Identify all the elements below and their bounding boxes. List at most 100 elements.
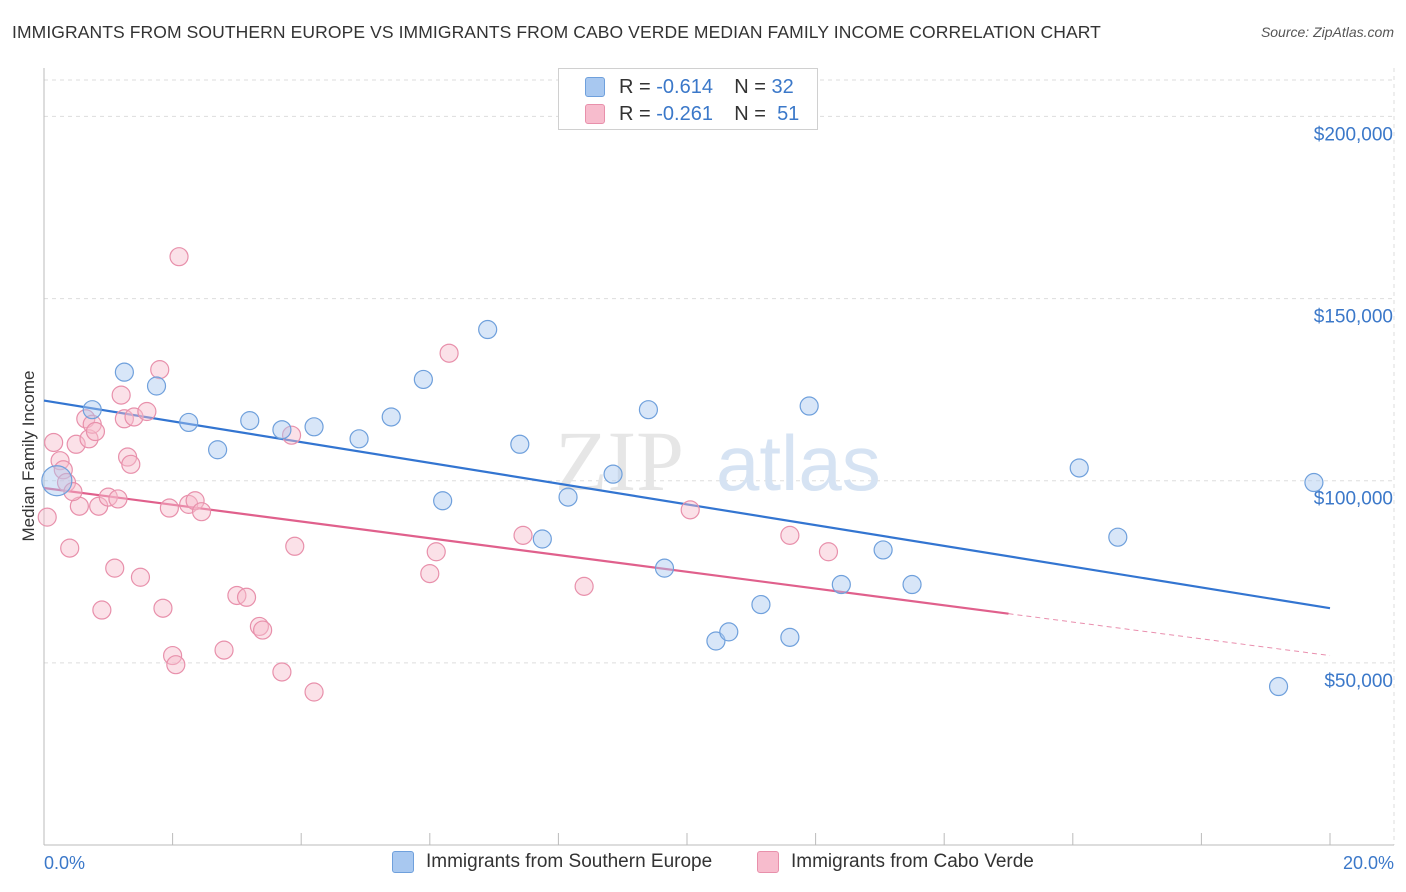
point-cabo-verde — [426, 542, 446, 562]
point-southern-europe — [433, 491, 453, 511]
point-cabo-verde — [236, 587, 257, 607]
bottom-legend-label-southern-europe: Immigrants from Southern Europe — [426, 851, 713, 872]
point-cabo-verde — [227, 585, 247, 606]
point-cabo-verde — [513, 525, 533, 545]
point-cabo-verde — [272, 662, 292, 682]
point-cabo-verde — [130, 567, 151, 587]
point-southern-europe — [114, 362, 134, 382]
trend-lines — [43, 399, 1331, 657]
legend-r-label: R = — [619, 75, 651, 98]
legend-row-cabo-verde: R = -0.261 N = 51 — [585, 100, 799, 128]
legend-r-value: -0.261 — [656, 102, 713, 125]
point-southern-europe — [831, 574, 851, 595]
point-southern-europe — [208, 440, 228, 460]
x-tick-label-max: 20.0% — [1343, 853, 1394, 873]
point-southern-europe — [902, 574, 922, 595]
point-southern-europe — [41, 465, 73, 497]
point-cabo-verde — [304, 682, 324, 702]
point-cabo-verde — [780, 525, 800, 545]
legend-n-label: N = — [734, 75, 766, 98]
point-cabo-verde — [60, 538, 80, 558]
y-axis-label: Median Family Income — [19, 370, 38, 541]
point-southern-europe — [146, 376, 167, 396]
trend-line-cabo-verde-dashed — [1008, 613, 1331, 657]
y-tick-labels: $50,000 $100,000 $150,000 $200,000 — [1314, 124, 1393, 691]
bottom-legend-southern-europe: Immigrants from Southern Europe — [392, 851, 712, 873]
source-label: Source: ZipAtlas.com — [1260, 24, 1394, 40]
point-cabo-verde — [185, 491, 205, 511]
point-southern-europe — [873, 540, 893, 560]
point-cabo-verde — [105, 558, 125, 578]
x-tick-labels: 0.0% 20.0% — [44, 853, 1394, 873]
point-southern-europe — [240, 411, 260, 431]
point-cabo-verde — [79, 429, 99, 449]
point-cabo-verde — [420, 564, 440, 584]
legend-n-value: 32 — [771, 75, 794, 98]
point-cabo-verde — [574, 576, 594, 596]
point-southern-europe — [780, 627, 800, 647]
legend-row-southern-europe: R = -0.614 N = 32 — [585, 73, 794, 101]
point-southern-europe — [478, 319, 498, 340]
point-southern-europe — [751, 594, 771, 615]
point-southern-europe — [1268, 676, 1289, 697]
bottom-legend-swatch-southern-europe — [392, 851, 414, 873]
point-cabo-verde — [159, 498, 179, 518]
bottom-legend-cabo-verde: Immigrants from Cabo Verde — [757, 851, 1034, 873]
point-southern-europe — [304, 417, 324, 437]
point-southern-europe — [532, 529, 552, 549]
point-cabo-verde — [150, 360, 170, 380]
point-southern-europe — [413, 369, 433, 390]
point-cabo-verde — [191, 502, 212, 522]
point-southern-europe — [272, 420, 292, 440]
axes — [43, 68, 1394, 846]
point-cabo-verde — [153, 598, 173, 618]
chart-title: IMMIGRANTS FROM SOUTHERN EUROPE VS IMMIG… — [12, 22, 1101, 42]
point-cabo-verde — [92, 600, 112, 620]
point-cabo-verde — [169, 247, 189, 267]
watermark-atlas: atlas — [716, 419, 881, 507]
point-southern-europe — [654, 558, 675, 578]
point-cabo-verde — [285, 536, 305, 556]
x-tick-label-min: 0.0% — [44, 853, 85, 873]
bottom-legend-label-cabo-verde: Immigrants from Cabo Verde — [791, 851, 1034, 872]
watermark: ZIP atlas — [555, 413, 881, 509]
legend-box: R = -0.614 N = 32 R = -0.261 N = 51 — [558, 68, 818, 130]
legend-swatch-southern-europe — [585, 77, 605, 97]
point-southern-europe — [381, 407, 401, 427]
point-cabo-verde — [818, 542, 839, 562]
point-southern-europe — [719, 622, 739, 642]
y-tick-label: $150,000 — [1314, 307, 1393, 328]
point-cabo-verde — [439, 343, 459, 363]
point-southern-europe — [1304, 472, 1324, 493]
point-cabo-verde — [37, 507, 57, 527]
point-southern-europe — [603, 464, 623, 484]
point-cabo-verde — [121, 454, 141, 474]
y-axis-label-group: Median Family Income — [19, 370, 38, 541]
trend-line-cabo-verde — [43, 486, 1009, 615]
legend-n-label: N = — [734, 102, 766, 125]
point-cabo-verde — [44, 432, 64, 453]
point-cabo-verde — [98, 487, 118, 507]
legend-r-label: R = — [619, 102, 651, 125]
point-southern-europe — [1108, 527, 1128, 547]
trend-line-southern-europe — [43, 399, 1331, 610]
point-cabo-verde — [214, 640, 234, 660]
legend-swatch-cabo-verde — [585, 104, 605, 124]
point-southern-europe — [510, 434, 530, 454]
legend-r-value: -0.614 — [656, 75, 713, 98]
point-cabo-verde — [249, 616, 270, 637]
point-cabo-verde — [111, 385, 131, 405]
point-southern-europe — [349, 429, 369, 449]
point-southern-europe — [179, 412, 199, 433]
point-cabo-verde — [85, 421, 106, 442]
bottom-legend-swatch-cabo-verde — [757, 851, 779, 873]
y-tick-label: $200,000 — [1314, 124, 1393, 145]
point-cabo-verde — [281, 425, 302, 445]
point-southern-europe — [82, 400, 102, 420]
point-cabo-verde — [137, 401, 157, 422]
point-cabo-verde — [253, 620, 273, 640]
point-cabo-verde — [114, 409, 134, 429]
point-cabo-verde — [166, 655, 186, 675]
point-southern-europe — [558, 487, 578, 507]
